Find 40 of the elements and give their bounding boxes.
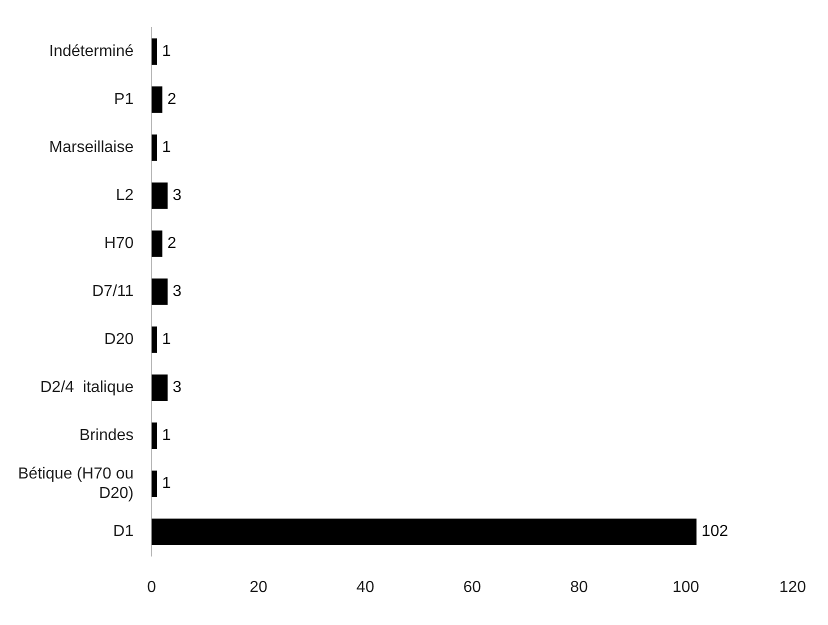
y-tick-label: D1 — [113, 523, 134, 540]
y-tick-label: D7/11 — [92, 283, 134, 300]
data-label: 102 — [702, 523, 728, 540]
data-label: 1 — [162, 139, 171, 156]
x-tick-label: 40 — [356, 578, 374, 596]
data-label: 1 — [162, 331, 171, 348]
x-tick-label: 0 — [147, 578, 156, 596]
data-label: 1 — [162, 43, 171, 60]
data-label: 2 — [167, 91, 176, 108]
bar — [152, 518, 696, 545]
data-label: 1 — [162, 475, 171, 492]
bar — [152, 422, 157, 449]
y-tick-label: L2 — [116, 187, 134, 204]
data-label: 2 — [167, 235, 176, 252]
x-tick-label: 80 — [570, 578, 588, 596]
data-label: 1 — [162, 427, 171, 444]
bar — [152, 134, 157, 161]
x-tick-label: 20 — [250, 578, 268, 596]
y-tick-label: Brindes — [79, 427, 134, 444]
data-label: 3 — [172, 187, 182, 204]
bar — [152, 182, 168, 209]
y-tick-label: P1 — [114, 91, 134, 108]
x-tick-label: 120 — [779, 578, 806, 596]
x-tick-label: 100 — [672, 578, 700, 596]
y-tick-label: D2/4 italique — [40, 379, 134, 396]
bar — [152, 470, 157, 497]
x-tick-label: 60 — [463, 578, 482, 596]
bar — [152, 278, 168, 305]
bar — [152, 38, 157, 65]
bar — [152, 230, 162, 257]
bar — [152, 326, 157, 353]
y-tick-label: Bétique (H70 ou D20) — [18, 466, 134, 502]
bar — [152, 86, 162, 113]
bar — [152, 374, 168, 401]
y-tick-label: Indéterminé — [49, 43, 134, 60]
y-tick-label: D20 — [104, 331, 134, 348]
y-tick-label: Marseillaise — [49, 139, 134, 156]
data-label: 3 — [172, 379, 182, 396]
data-label: 3 — [172, 283, 182, 300]
y-tick-label: H70 — [104, 235, 134, 252]
